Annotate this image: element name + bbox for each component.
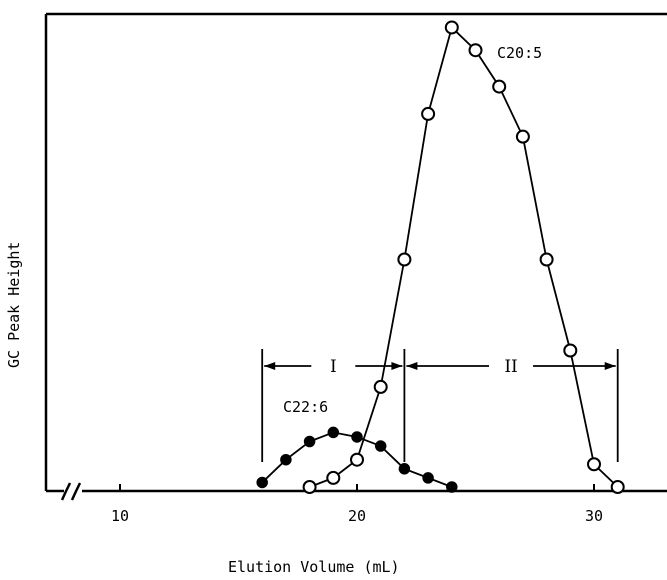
data-point-s0-8 <box>492 79 507 94</box>
data-point-s0-7 <box>468 43 483 58</box>
axis-break-icon <box>60 482 82 501</box>
region-arrowhead-right-II <box>604 362 616 370</box>
labels: Elution Volume (mL) GC Peak Height C20:5… <box>5 44 542 576</box>
x-axis-title: Elution Volume (mL) <box>228 558 400 576</box>
x-ticks: 10 20 30 <box>111 484 603 525</box>
data-point-s1-4 <box>351 431 363 443</box>
data-point-s0-10 <box>539 252 554 267</box>
data-point-s0-11 <box>563 343 578 358</box>
data-point-s1-0 <box>256 476 268 489</box>
series-layer <box>256 20 625 494</box>
data-point-s0-3 <box>373 379 388 394</box>
region-label-I: I <box>330 357 337 377</box>
x-tick-label-20: 20 <box>348 507 366 525</box>
data-point-s0-1 <box>326 470 341 485</box>
series-label-c20-5: C20:5 <box>497 44 542 62</box>
x-tick-label-10: 10 <box>111 507 129 525</box>
data-point-s1-2 <box>303 435 316 448</box>
plot-frame <box>44 12 667 501</box>
data-point-s1-1 <box>280 453 292 466</box>
region-arrowhead-left-II <box>406 362 418 370</box>
data-point-s1-6 <box>398 463 411 475</box>
data-point-s0-6 <box>444 20 459 35</box>
series-line-0 <box>309 25 619 488</box>
data-point-s0-5 <box>421 106 436 121</box>
data-point-s0-13 <box>610 480 625 494</box>
data-point-s1-3 <box>327 426 340 439</box>
region-brackets: I II <box>261 349 619 462</box>
y-axis-title: GC Peak Height <box>5 242 23 368</box>
data-point-s0-12 <box>587 457 601 472</box>
region-label-II: II <box>504 357 517 377</box>
x-tick-label-30: 30 <box>585 507 603 525</box>
series-label-c22-6: C22:6 <box>283 398 328 416</box>
data-point-s0-9 <box>515 129 530 144</box>
region-arrowhead-left-I <box>264 362 276 370</box>
data-point-s1-8 <box>446 481 458 493</box>
region-arrowhead-right-I <box>391 362 403 370</box>
data-point-s1-7 <box>422 472 434 484</box>
data-point-s0-4 <box>397 252 412 267</box>
data-point-s0-2 <box>350 452 364 467</box>
data-point-s0-0 <box>302 480 317 494</box>
data-point-s1-5 <box>374 440 387 452</box>
